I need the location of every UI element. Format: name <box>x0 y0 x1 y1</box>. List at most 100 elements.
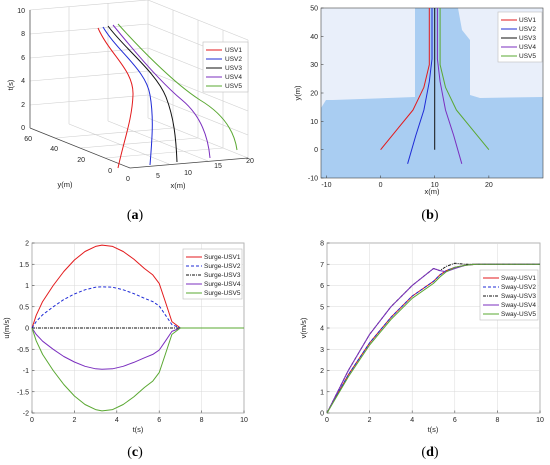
x-tick: 5 <box>156 173 160 180</box>
x-axis-label-c: t(s) <box>133 425 144 434</box>
legend-label: USV5 <box>519 53 536 60</box>
legend-label: USV4 <box>225 74 242 81</box>
y-tick-label: 4 <box>320 326 324 333</box>
series-line-usv1 <box>380 8 430 151</box>
y-tick-label: 5 <box>320 304 324 311</box>
y-tick-label: 50 <box>310 6 318 13</box>
y-tick-label: 10 <box>310 119 318 126</box>
legend-label: USV3 <box>519 35 536 42</box>
y-tick-label: 2 <box>320 368 324 375</box>
series-line-sway-usv5 <box>326 263 540 414</box>
y-tick: 20 <box>77 157 85 164</box>
y-axis-label-c: u(m/s) <box>2 317 11 339</box>
x-tick-label: 10 <box>240 417 248 424</box>
series-line-usv2 <box>407 8 433 164</box>
panel-d-plot: 0 2 4 6 8 10 0 1 2 3 4 5 6 7 8 Sway-USV1 Sway-USV2 Swa… <box>299 241 544 461</box>
axes-d: 0 2 4 6 8 10 0 1 2 3 4 5 6 7 8 <box>320 241 544 425</box>
x-tick: 15 <box>214 163 222 170</box>
x-tick-label: 8 <box>200 417 204 424</box>
y-tick-label: 20 <box>310 91 318 98</box>
usv3-trajectory-3d <box>107 25 178 163</box>
z-tick: 2 <box>21 102 25 109</box>
series-c <box>31 244 244 412</box>
series-line-usv5 <box>439 8 490 151</box>
x-tick-label: 0 <box>30 417 34 424</box>
legend-d: Sway-USV1 Sway-USV2 Sway-USV3 Sway-USV4 … <box>479 269 539 321</box>
z-ticks-a: 0 2 4 6 8 10 <box>17 8 25 132</box>
x-tick-label: 4 <box>410 417 414 424</box>
y-tick-label: 1 <box>25 283 29 290</box>
y-tick: 0 <box>108 168 112 175</box>
legend-label: Surge-USV3 <box>204 272 241 279</box>
legend-label: Sway-USV2 <box>501 284 536 291</box>
z-tick: 10 <box>17 8 25 15</box>
legend-a: USV1 USV2 USV3 USV4 USV5 <box>202 41 249 93</box>
series-line-surge-usv5 <box>31 327 244 412</box>
legend-label: Sway-USV5 <box>501 311 536 318</box>
x-tick-label: 0 <box>325 417 329 424</box>
panel-a-3d-plot: 0 2 4 6 8 10 t(s) 0 20 40 60 y(m) 0 5 10… <box>6 0 254 223</box>
x-tick-label: 8 <box>495 417 499 424</box>
x-tick-label: 4 <box>115 417 119 424</box>
x-tick-label: -10 <box>321 182 331 189</box>
x-tick-label: 2 <box>368 417 372 424</box>
legend-label: Surge-USV4 <box>204 281 241 288</box>
legend-label: Sway-USV4 <box>501 302 536 309</box>
y-tick-label: -2 <box>23 411 29 418</box>
usv5-trajectory-3d <box>117 23 238 151</box>
usv4-trajectory-3d <box>112 24 211 159</box>
caption-b: (b) <box>421 208 438 223</box>
legend-label: USV1 <box>519 17 536 24</box>
series-line-sway-usv2 <box>326 263 540 414</box>
caption-a: (a) <box>127 208 144 223</box>
y-tick-label: 8 <box>320 241 324 248</box>
z-axis-label-a: t(s) <box>6 79 15 90</box>
series-line-surge-usv4 <box>31 327 244 370</box>
y-tick-label: 7 <box>320 262 324 269</box>
y-tick-label: 0 <box>314 147 318 154</box>
y-axis-label-d: v(m/s) <box>299 317 308 338</box>
z-tick: 4 <box>21 78 25 85</box>
z-tick: 8 <box>21 31 25 38</box>
legend-label: Sway-USV3 <box>501 293 536 300</box>
y-ticks-a: 0 20 40 60 <box>24 136 112 175</box>
legend-label: Sway-USV1 <box>501 275 536 282</box>
legend-label: USV3 <box>225 65 242 72</box>
y-axis-label-b: y(m) <box>293 85 302 100</box>
series-line-usv4 <box>436 8 463 164</box>
x-tick: 10 <box>184 170 192 177</box>
y-tick-label: 3 <box>320 347 324 354</box>
usv2-trajectory-3d <box>102 26 153 166</box>
panel-c-plot: 0 2 4 6 8 10 -2 -1.5 -1 -0.5 0 0.5 1 1.5 2 Surge-USV1 … <box>2 241 248 461</box>
y-tick-label: 0 <box>320 411 324 418</box>
axes-front-a <box>29 10 249 169</box>
x-tick-label: 10 <box>431 182 439 189</box>
legend-c: Surge-USV1 Surge-USV2 Surge-USV3 Surge-U… <box>182 248 243 300</box>
x-axis-label-d: t(s) <box>428 425 439 434</box>
y-tick: 60 <box>24 136 32 143</box>
series-line-surge-usv2 <box>31 286 244 329</box>
x-axis-label-a: x(m) <box>171 181 186 190</box>
legend-label: USV2 <box>225 56 242 63</box>
caption-d: (d) <box>421 445 438 460</box>
x-tick-label: 0 <box>379 182 383 189</box>
series-line-surge-usv1 <box>31 244 244 329</box>
y-tick-label: 6 <box>320 283 324 290</box>
x-tick-label: 10 <box>536 417 544 424</box>
caption-c: (c) <box>127 445 143 460</box>
y-tick-label: -1.5 <box>17 389 29 396</box>
legend-b: USV1 USV2 USV3 USV4 USV5 <box>497 11 543 63</box>
y-tick-label: 1.5 <box>19 262 29 269</box>
series-b <box>380 8 490 164</box>
y-tick-label: 40 <box>310 34 318 41</box>
x-tick-label: 2 <box>72 417 76 424</box>
x-ticks-a: 0 5 10 15 20 <box>126 158 254 183</box>
legend-label: Surge-USV2 <box>204 263 241 270</box>
y-tick-label: -1 <box>23 368 29 375</box>
z-tick: 0 <box>21 125 25 132</box>
legend-label: USV4 <box>519 44 536 51</box>
x-tick-label: 20 <box>485 182 493 189</box>
series-d <box>326 262 540 414</box>
y-axis-label-a: y(m) <box>58 180 73 189</box>
